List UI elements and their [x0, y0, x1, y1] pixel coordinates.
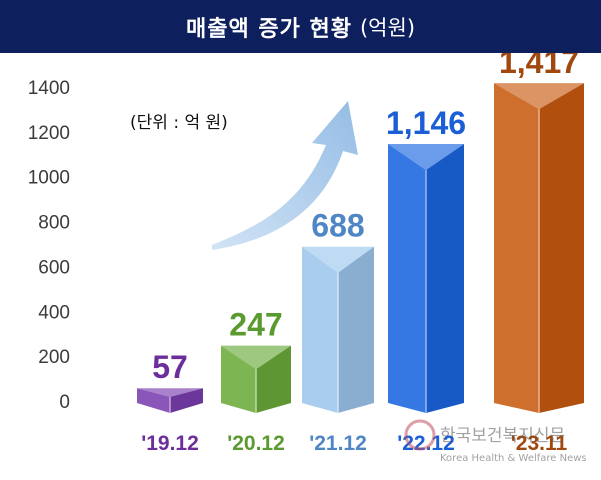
bar-right-face [338, 246, 374, 413]
bar-right-face [539, 83, 584, 414]
watermark-korean: 한국보건복지신문 [440, 426, 565, 446]
watermark: 한국보건복지신문 Korea Health & Welfare News [404, 419, 587, 464]
bar-left-face [221, 345, 256, 413]
value-labels: 57 247 688 1,146 1,417 [152, 53, 579, 385]
unit-note: (단위 : 억 원) [130, 113, 228, 133]
y-tick-label: 1200 [28, 123, 70, 144]
chart-title: 매출액 증가 현황 [185, 16, 352, 42]
watermark-english: Korea Health & Welfare News [440, 453, 587, 464]
bar-left-face [137, 388, 170, 413]
bar-top-face [221, 345, 291, 370]
category-label: '19.12 [141, 432, 199, 455]
bar-left-face [388, 143, 426, 413]
bar [494, 83, 584, 414]
category-label: '22.12 [397, 432, 455, 455]
y-axis: 0 200 400 600 800 1000 1200 1400 [28, 78, 70, 413]
bar-right-face [170, 388, 203, 413]
bar-chart: 0 200 400 600 800 1000 1200 1400 (단위 : 억 원) 57 2… [28, 53, 587, 464]
value-label: 57 [152, 349, 188, 385]
bar [221, 345, 291, 413]
watermark-logo-icon [404, 419, 436, 451]
category-label: '20.12 [227, 432, 285, 455]
category-label: '21.12 [309, 432, 367, 455]
bar [137, 388, 203, 413]
y-tick-label: 600 [38, 257, 70, 278]
bar-left-face [494, 83, 539, 414]
y-tick-label: 0 [59, 392, 70, 413]
bar-left-face [302, 246, 338, 413]
bars [137, 83, 584, 414]
chart-title-bar: 매출액 증가 현황 (억원) [0, 0, 601, 53]
value-label: 247 [229, 307, 282, 343]
bar-top-face [302, 246, 374, 273]
bar [388, 143, 464, 413]
growth-arrow-icon [212, 101, 358, 250]
bar-right-face [426, 143, 464, 413]
bar-top-face [137, 388, 203, 397]
y-tick-label: 1400 [28, 78, 70, 99]
chart-title-unit: (억원) [359, 15, 416, 40]
category-labels: '19.12 '20.12 '21.12 '22.12 '23.11 [141, 432, 567, 455]
bar-top-face [494, 83, 584, 110]
y-tick-label: 800 [38, 213, 70, 234]
bar [302, 246, 374, 413]
category-label: '23.11 [511, 432, 568, 455]
value-label: 1,146 [386, 105, 466, 141]
y-tick-label: 400 [38, 302, 70, 323]
value-label: 1,417 [499, 53, 579, 80]
value-label: 688 [311, 208, 364, 244]
y-tick-label: 200 [38, 347, 70, 368]
bar-top-face [388, 143, 464, 170]
y-tick-label: 1000 [28, 168, 70, 189]
bar-right-face [256, 345, 291, 413]
